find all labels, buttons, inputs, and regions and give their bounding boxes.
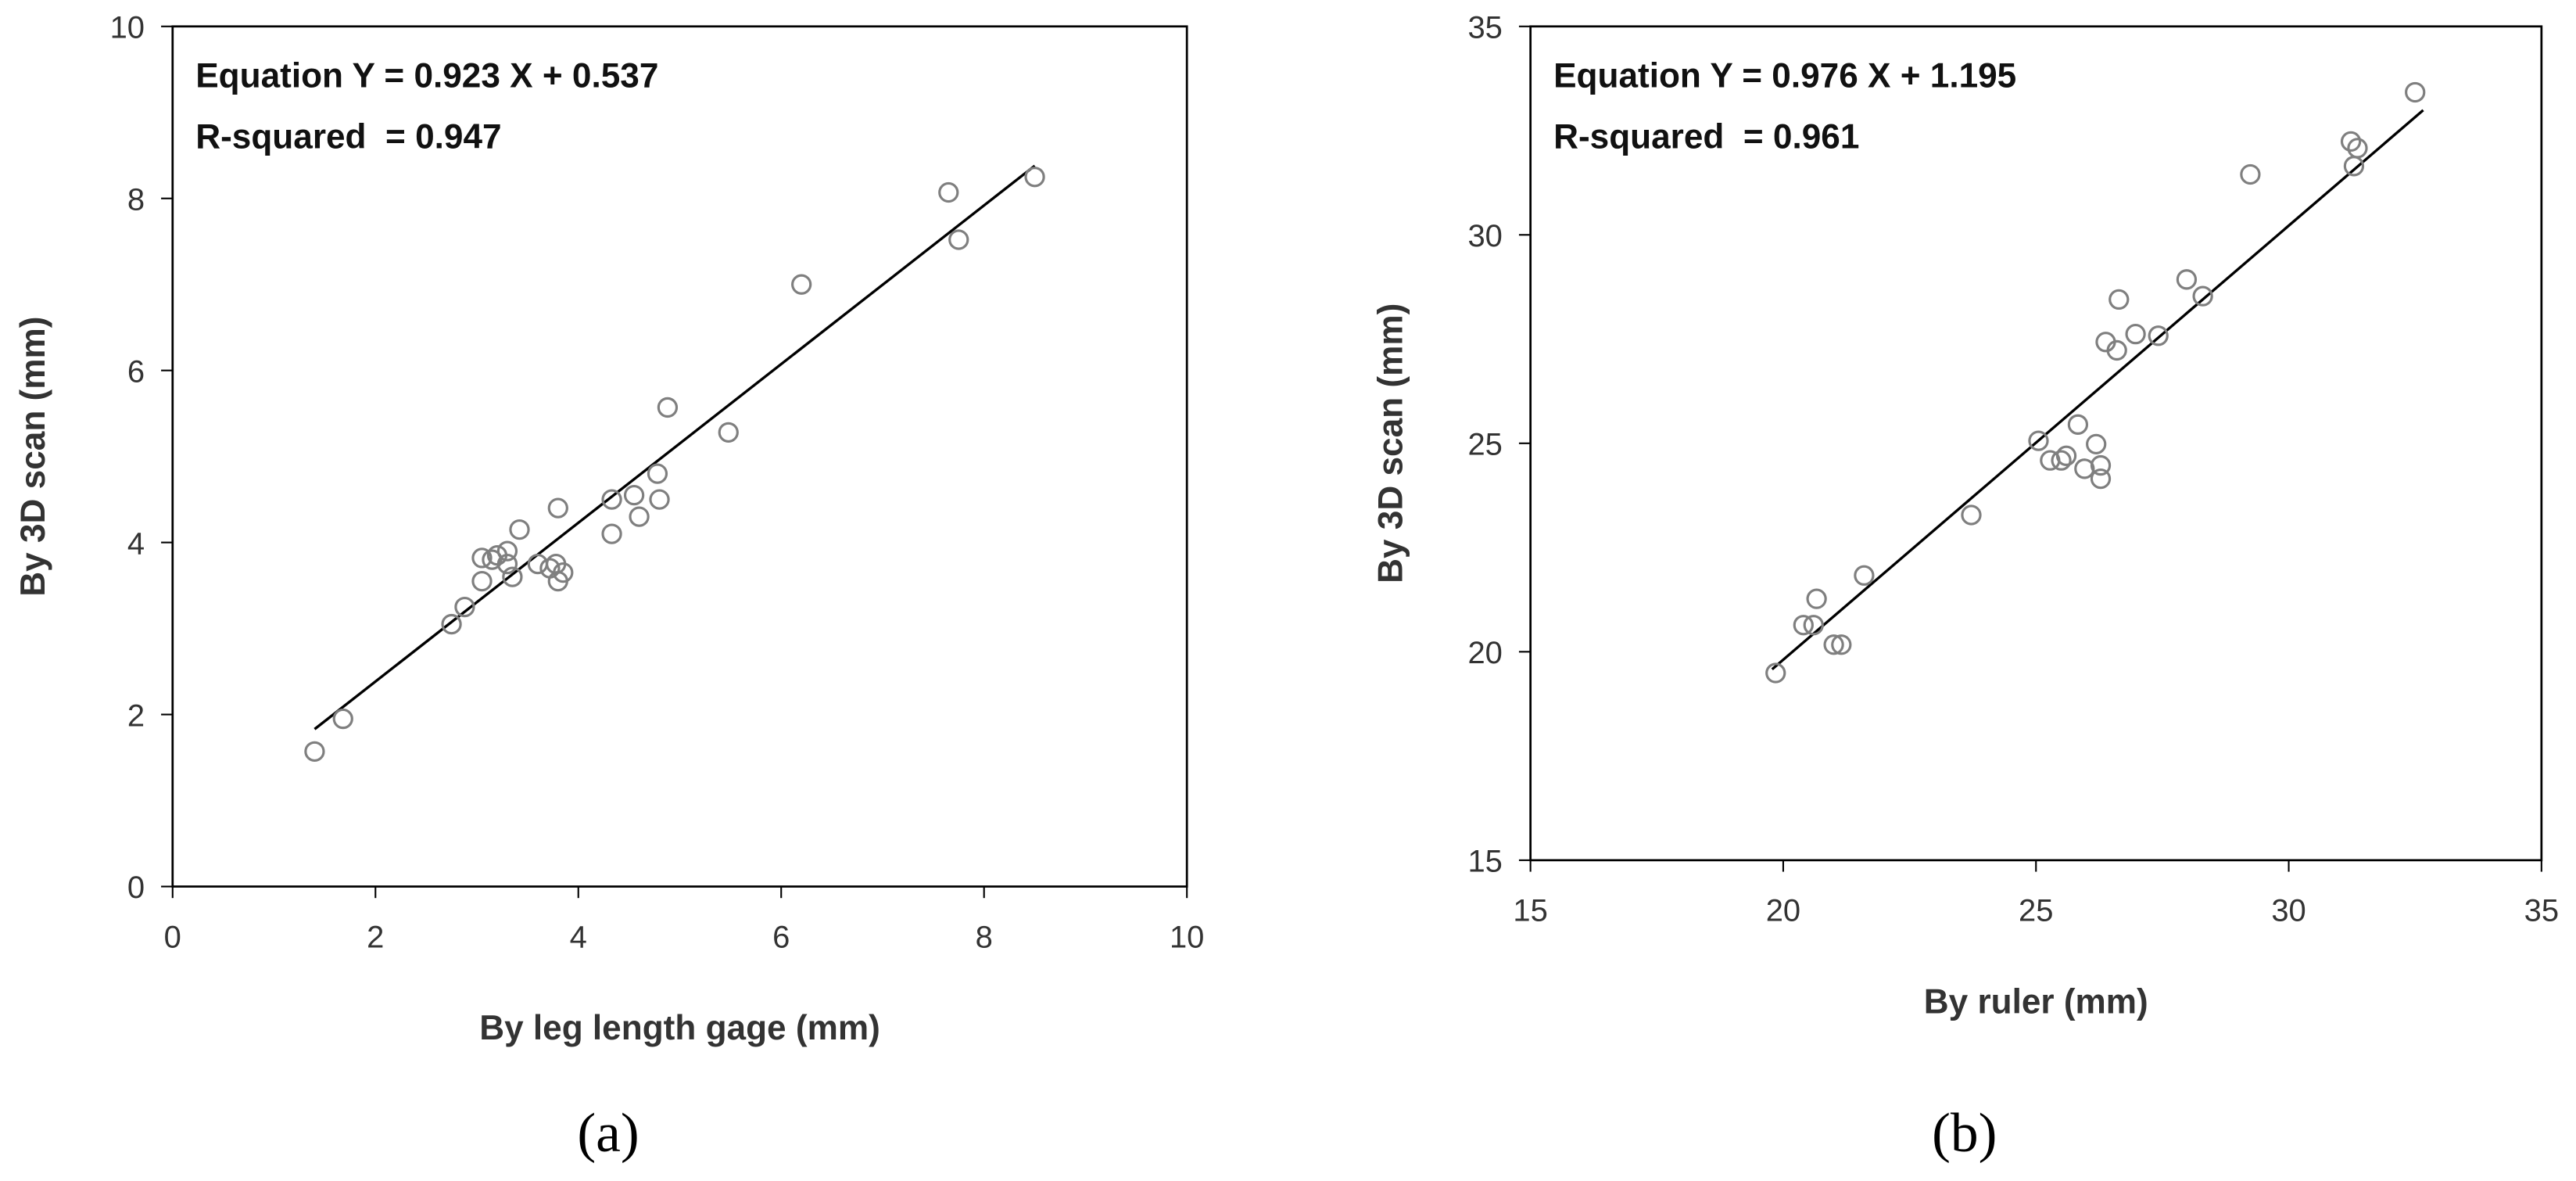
x-tick-label: 30 (2271, 894, 2306, 928)
data-point (1961, 504, 1982, 526)
data-point (496, 540, 518, 562)
data-point (454, 596, 475, 618)
data-point (2347, 138, 2368, 159)
data-point (629, 506, 650, 527)
y-tick-label: 4 (127, 526, 145, 561)
panel-label: (b) (1932, 1102, 1997, 1164)
annotation: Equation Y = 0.976 X + 1.195 (1553, 57, 2016, 95)
x-tick-label: 10 (1170, 920, 1204, 954)
x-axis-title: By ruler (mm) (1924, 982, 2148, 1021)
data-point (553, 562, 574, 583)
data-point (1854, 565, 1875, 586)
data-point (601, 523, 622, 544)
y-tick-label: 25 (1467, 428, 1502, 462)
data-point (1823, 634, 1844, 655)
data-point (2125, 324, 2146, 345)
data-point (441, 613, 462, 635)
data-point (1803, 615, 1824, 636)
data-point (2028, 430, 2049, 451)
data-point (1024, 167, 1045, 188)
x-axis-title: By leg length gage (mm) (479, 1009, 880, 1047)
data-point (471, 570, 493, 592)
y-axis-title: By 3D scan (mm) (1372, 303, 1410, 583)
y-tick-label: 8 (127, 182, 145, 217)
data-point (2051, 450, 2072, 471)
annotation: R-squared = 0.961 (1553, 117, 1859, 156)
x-tick-label: 6 (772, 920, 790, 954)
data-point (791, 274, 812, 295)
data-point (657, 397, 679, 418)
data-point (496, 553, 518, 575)
data-point (2074, 458, 2095, 479)
fit-line (313, 164, 1036, 730)
x-tick-label: 8 (976, 920, 993, 954)
y-tick-label: 35 (1467, 10, 1502, 45)
data-point (623, 484, 645, 506)
y-tick-label: 10 (110, 10, 145, 45)
data-point (2176, 269, 2198, 290)
data-point (2055, 445, 2077, 466)
data-point (2108, 289, 2130, 311)
y-tick-label: 0 (127, 870, 145, 905)
data-point (2192, 285, 2213, 307)
data-point (2405, 81, 2426, 103)
data-point (1765, 662, 1786, 684)
data-point (1806, 588, 1827, 609)
y-tick-label: 15 (1467, 845, 1502, 879)
data-point (2148, 325, 2169, 346)
plot-frame (171, 25, 1188, 888)
data-point (1831, 634, 1852, 655)
y-tick-label: 6 (127, 354, 145, 389)
data-point (938, 181, 959, 203)
data-point (2106, 339, 2127, 361)
data-point (2340, 131, 2362, 153)
x-tick-label: 35 (2524, 894, 2559, 928)
annotation: R-squared = 0.947 (195, 117, 501, 156)
data-point (1793, 615, 1814, 636)
x-tick-label: 4 (570, 920, 587, 954)
fit-line (1771, 109, 2424, 670)
data-point (649, 489, 670, 510)
x-tick-label: 0 (164, 920, 181, 954)
y-tick-label: 2 (127, 698, 145, 733)
y-tick-label: 20 (1467, 636, 1502, 670)
data-point (2086, 433, 2107, 455)
data-point (482, 549, 503, 570)
x-tick-label: 2 (367, 920, 384, 954)
data-point (2240, 163, 2261, 185)
annotation: Equation Y = 0.923 X + 0.537 (195, 57, 658, 95)
data-point (547, 497, 568, 519)
data-point (509, 519, 530, 540)
data-point (332, 708, 353, 730)
panel-label: (a) (577, 1102, 639, 1164)
x-tick-label: 15 (1513, 894, 1547, 928)
data-point (2090, 454, 2112, 476)
data-point (502, 566, 523, 587)
data-point (718, 422, 739, 443)
data-point (647, 463, 668, 484)
x-tick-label: 25 (2019, 894, 2053, 928)
data-point (527, 553, 548, 575)
data-point (601, 489, 622, 510)
data-point (304, 741, 325, 762)
y-axis-title: By 3D scan (mm) (14, 317, 52, 597)
data-point (471, 547, 493, 569)
x-tick-label: 20 (1766, 894, 1800, 928)
data-point (2343, 156, 2365, 177)
data-point (2090, 468, 2112, 490)
data-point (2067, 414, 2089, 435)
y-tick-label: 30 (1467, 219, 1502, 253)
data-point (948, 229, 969, 250)
